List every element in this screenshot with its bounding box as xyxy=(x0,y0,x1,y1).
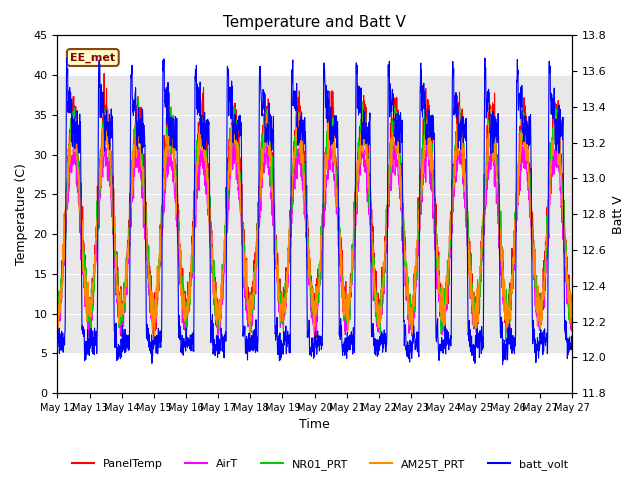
Text: EE_met: EE_met xyxy=(70,52,115,63)
Bar xyxy=(58,75,572,353)
Y-axis label: Batt V: Batt V xyxy=(612,195,625,234)
Title: Temperature and Batt V: Temperature and Batt V xyxy=(223,15,406,30)
Legend: PanelTemp, AirT, NR01_PRT, AM25T_PRT, batt_volt: PanelTemp, AirT, NR01_PRT, AM25T_PRT, ba… xyxy=(68,455,572,474)
Y-axis label: Temperature (C): Temperature (C) xyxy=(15,163,28,265)
X-axis label: Time: Time xyxy=(300,419,330,432)
